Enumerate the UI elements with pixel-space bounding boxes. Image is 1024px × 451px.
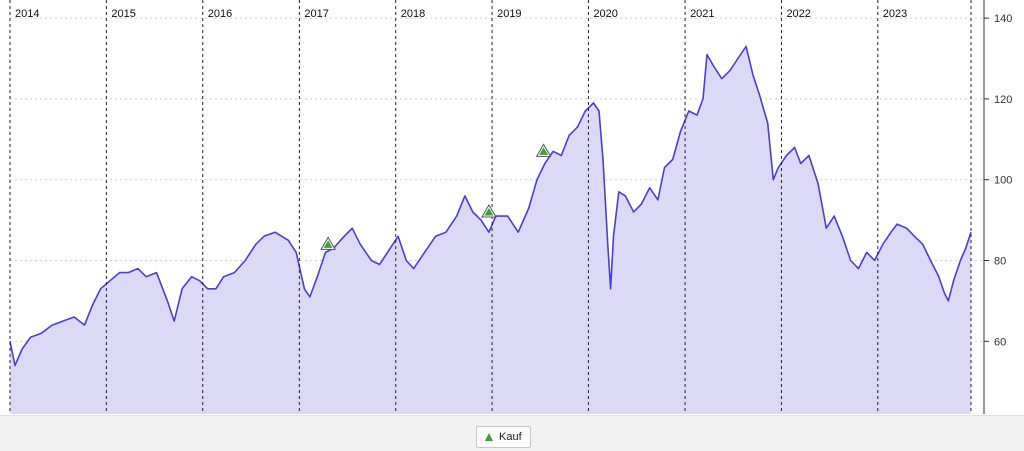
year-label: 2023 — [883, 8, 907, 20]
legend-label: Kauf — [499, 431, 522, 443]
triangle-up-icon — [485, 433, 493, 441]
series-line — [9, 45, 972, 367]
y-tick-label: 140 — [994, 13, 1012, 25]
year-label: 2017 — [304, 8, 328, 20]
year-label: 2022 — [786, 8, 810, 20]
y-tick-label: 60 — [994, 336, 1006, 348]
year-label: 2019 — [497, 8, 521, 20]
year-label: 2014 — [15, 8, 39, 20]
y-tick-label: 120 — [994, 94, 1012, 106]
year-label: 2016 — [208, 8, 232, 20]
year-label: 2018 — [401, 8, 425, 20]
buy-marker — [323, 240, 333, 248]
buy-marker — [539, 147, 549, 155]
legend-bar: Kauf — [0, 415, 1024, 451]
legend-kauf[interactable]: Kauf — [476, 426, 531, 448]
y-tick-label: 100 — [994, 175, 1012, 187]
year-label: 2020 — [593, 8, 617, 20]
y-tick-label: 80 — [994, 255, 1006, 267]
year-label: 2015 — [111, 8, 135, 20]
price-chart: 2014 2015 2016 2017 2018 2019 2020 2021 2022 2023… — [9, 0, 1012, 415]
buy-marker — [484, 208, 494, 216]
year-label: 2021 — [690, 8, 714, 20]
chart-area: 2014 2015 2016 2017 2018 2019 2020 2021 2022 2023… — [9, 0, 1012, 415]
